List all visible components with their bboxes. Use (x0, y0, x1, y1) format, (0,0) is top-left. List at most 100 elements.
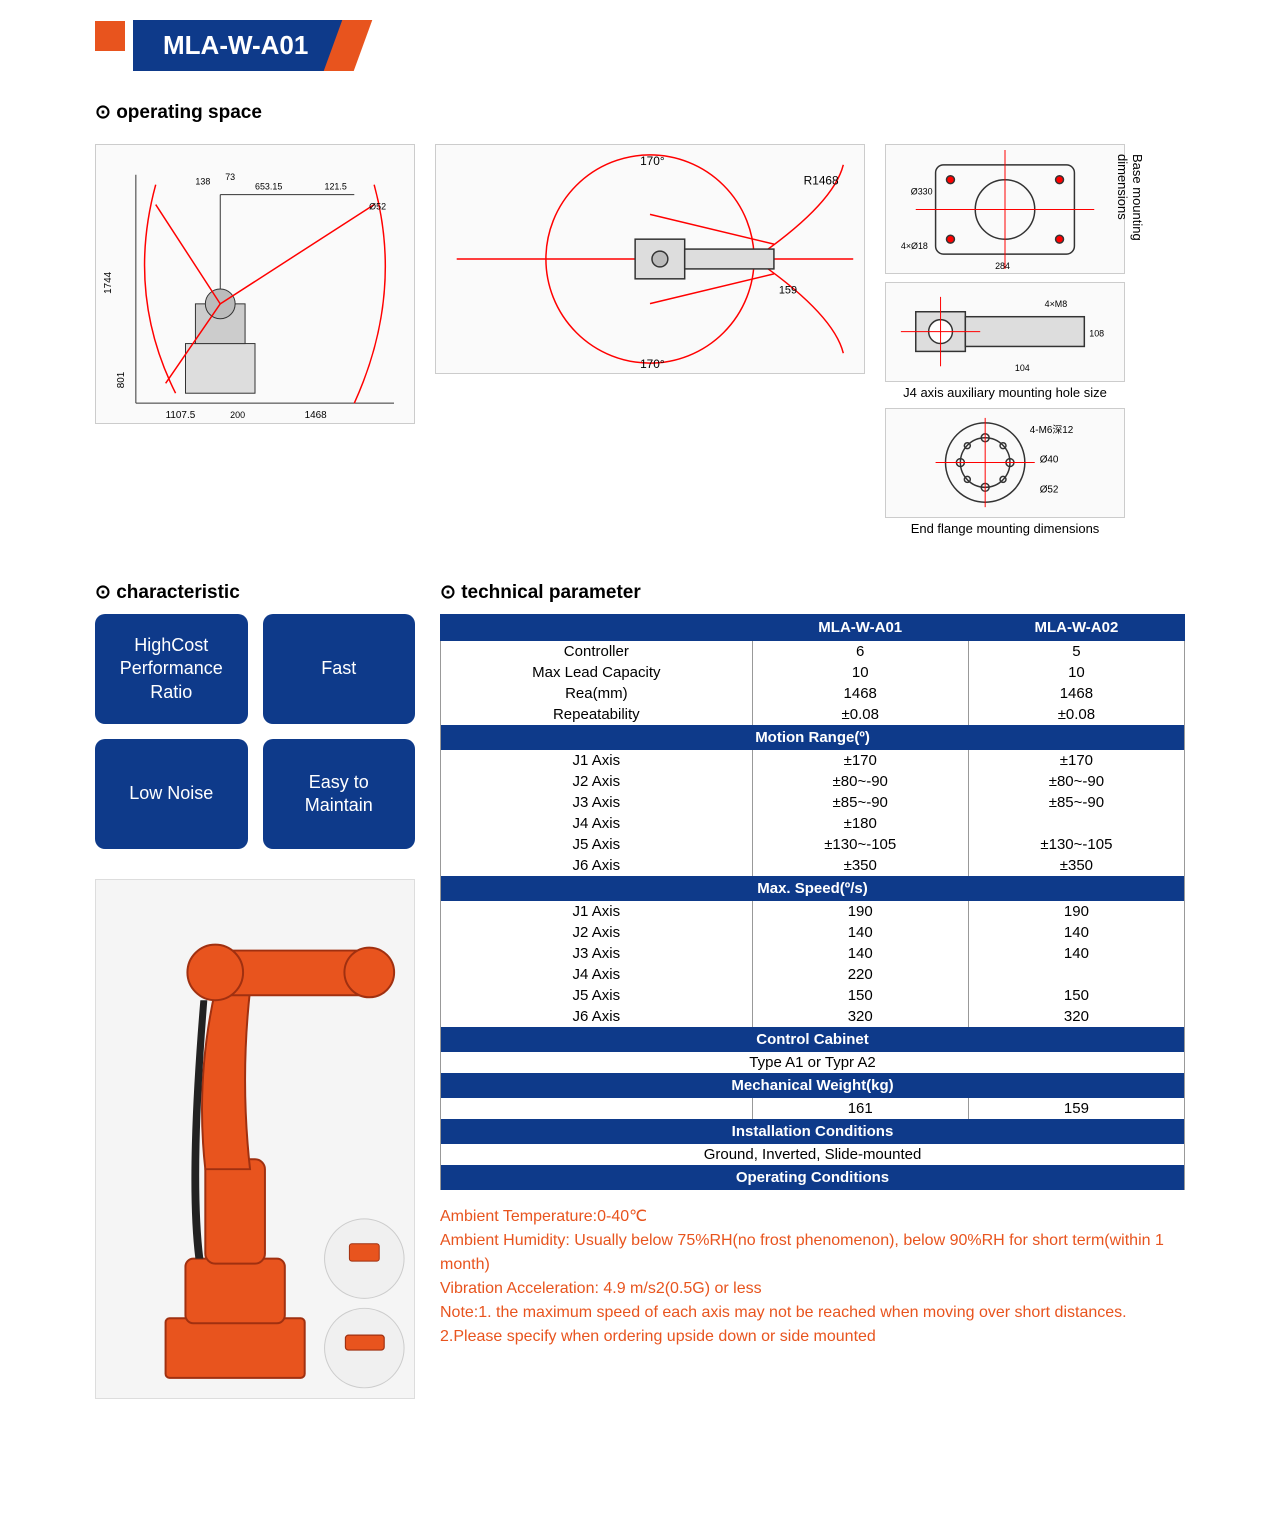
speed-label-5: J6 Axis (441, 1006, 753, 1027)
motion-label-2: J3 Axis (441, 792, 753, 813)
spec-table: MLA-W-A01 MLA-W-A02 Controller65Max Lead… (440, 614, 1185, 1190)
table-row: J2 Axis±80~-90±80~-90 (441, 771, 1185, 792)
basic-label-2: Rea(mm) (441, 683, 753, 704)
table-row: J5 Axis150150 (441, 985, 1185, 1006)
product-title: MLA-W-A01 (133, 20, 348, 71)
char-box-cost: HighCost Performance Ratio (95, 614, 248, 724)
motion-a01-4: ±130~-105 (752, 834, 968, 855)
condition-line: Ambient Humidity: Usually below 75%RH(no… (440, 1229, 1185, 1277)
svg-text:73: 73 (225, 172, 235, 182)
motion-label-3: J4 Axis (441, 813, 753, 834)
svg-text:Ø330: Ø330 (911, 186, 933, 196)
motion-label-1: J2 Axis (441, 771, 753, 792)
basic-label-1: Max Lead Capacity (441, 662, 753, 683)
speed-label-1: J2 Axis (441, 922, 753, 943)
motion-a01-1: ±80~-90 (752, 771, 968, 792)
table-row: J6 Axis±350±350 (441, 855, 1185, 876)
robot-product-image (95, 879, 415, 1399)
svg-text:801: 801 (116, 371, 127, 388)
motion-label-0: J1 Axis (441, 750, 753, 771)
basic-label-0: Controller (441, 641, 753, 663)
speed-a01-1: 140 (752, 922, 968, 943)
motion-label-5: J6 Axis (441, 855, 753, 876)
svg-text:104: 104 (1015, 364, 1030, 374)
speed-a02-0: 190 (968, 901, 1184, 922)
table-row: J4 Axis220 (441, 964, 1185, 985)
speed-label-4: J5 Axis (441, 985, 753, 1006)
svg-text:4×Ø18: 4×Ø18 (901, 241, 928, 251)
svg-text:108: 108 (1089, 329, 1104, 339)
accent-square (95, 21, 125, 51)
speed-a01-5: 320 (752, 1006, 968, 1027)
svg-text:Ø52: Ø52 (1040, 485, 1059, 496)
svg-text:170°: 170° (640, 357, 665, 371)
svg-text:1107.5: 1107.5 (166, 410, 196, 421)
svg-text:200: 200 (230, 410, 245, 420)
th-blank (441, 615, 753, 641)
motion-a01-2: ±85~-90 (752, 792, 968, 813)
motion-a01-3: ±180 (752, 813, 968, 834)
table-row: J2 Axis140140 (441, 922, 1185, 943)
cell-weight-a02: 159 (968, 1098, 1184, 1119)
diagram-base-mount: Ø330 4×Ø18 284 (885, 144, 1125, 274)
table-row: J5 Axis±130~-105±130~-105 (441, 834, 1185, 855)
motion-a02-3 (968, 813, 1184, 834)
cell-install: Ground, Inverted, Slide-mounted (441, 1144, 1185, 1165)
diagram-top-view: 170° 170° R1468 159 (435, 144, 865, 374)
speed-label-2: J3 Axis (441, 943, 753, 964)
svg-text:159: 159 (779, 285, 797, 297)
hdr-install: Installation Conditions (441, 1119, 1185, 1144)
svg-text:1468: 1468 (305, 410, 328, 421)
j4-mount-caption: J4 axis auxiliary mounting hole size (885, 385, 1125, 400)
flange-mount-caption: End flange mounting dimensions (885, 521, 1125, 536)
basic-a01-1: 10 (752, 662, 968, 683)
basic-a02-2: 1468 (968, 683, 1184, 704)
section-operating-space: operating space (95, 101, 1185, 124)
diagram-j4-mount: 4×M8 104 108 (885, 282, 1125, 382)
basic-a01-2: 1468 (752, 683, 968, 704)
diagram-side-view: 1744 801 138 73 653.15 121.5 Ø52 1107.5 … (95, 144, 415, 424)
motion-a02-1: ±80~-90 (968, 771, 1184, 792)
table-row: J6 Axis320320 (441, 1006, 1185, 1027)
motion-label-4: J5 Axis (441, 834, 753, 855)
hdr-weight: Mechanical Weight(kg) (441, 1073, 1185, 1098)
speed-a01-2: 140 (752, 943, 968, 964)
table-row: J3 Axis±85~-90±85~-90 (441, 792, 1185, 813)
cell-weight-label (441, 1098, 753, 1119)
diagram-row: 1744 801 138 73 653.15 121.5 Ø52 1107.5 … (95, 144, 1185, 536)
svg-text:R1468: R1468 (804, 174, 839, 188)
speed-a02-1: 140 (968, 922, 1184, 943)
motion-a02-4: ±130~-105 (968, 834, 1184, 855)
condition-line: 2.Please specify when ordering upside do… (440, 1325, 1185, 1349)
svg-text:170°: 170° (640, 154, 665, 168)
speed-a02-4: 150 (968, 985, 1184, 1006)
base-mount-label: Base mounting dimensions (1115, 154, 1145, 274)
speed-label-0: J1 Axis (441, 901, 753, 922)
operating-conditions: Ambient Temperature:0-40℃Ambient Humidit… (440, 1205, 1185, 1349)
cell-cabinet: Type A1 or Typr A2 (441, 1052, 1185, 1073)
svg-text:121.5: 121.5 (325, 182, 347, 192)
cell-weight-a01: 161 (752, 1098, 968, 1119)
table-row: Max Lead Capacity1010 (441, 662, 1185, 683)
basic-a01-3: ±0.08 (752, 704, 968, 725)
motion-a01-0: ±170 (752, 750, 968, 771)
basic-a02-0: 5 (968, 641, 1184, 663)
speed-a01-0: 190 (752, 901, 968, 922)
motion-a01-5: ±350 (752, 855, 968, 876)
char-box-fast: Fast (263, 614, 416, 724)
section-technical: technical parameter (440, 581, 1185, 604)
table-row: J3 Axis140140 (441, 943, 1185, 964)
motion-a02-0: ±170 (968, 750, 1184, 771)
motion-a02-2: ±85~-90 (968, 792, 1184, 813)
table-row: Rea(mm)14681468 (441, 683, 1185, 704)
hdr-operating: Operating Conditions (441, 1165, 1185, 1190)
speed-a02-2: 140 (968, 943, 1184, 964)
condition-line: Note:1. the maximum speed of each axis m… (440, 1301, 1185, 1325)
hdr-speed: Max. Speed(º/s) (441, 876, 1185, 901)
svg-text:1744: 1744 (103, 271, 114, 294)
svg-text:Ø40: Ø40 (1040, 455, 1059, 466)
diagram-flange-mount: 4-M6深12 Ø40 Ø52 (885, 408, 1125, 518)
hdr-motion: Motion Range(º) (441, 725, 1185, 750)
characteristic-grid: HighCost Performance Ratio Fast Low Nois… (95, 614, 415, 849)
char-box-maintain: Easy to Maintain (263, 739, 416, 849)
